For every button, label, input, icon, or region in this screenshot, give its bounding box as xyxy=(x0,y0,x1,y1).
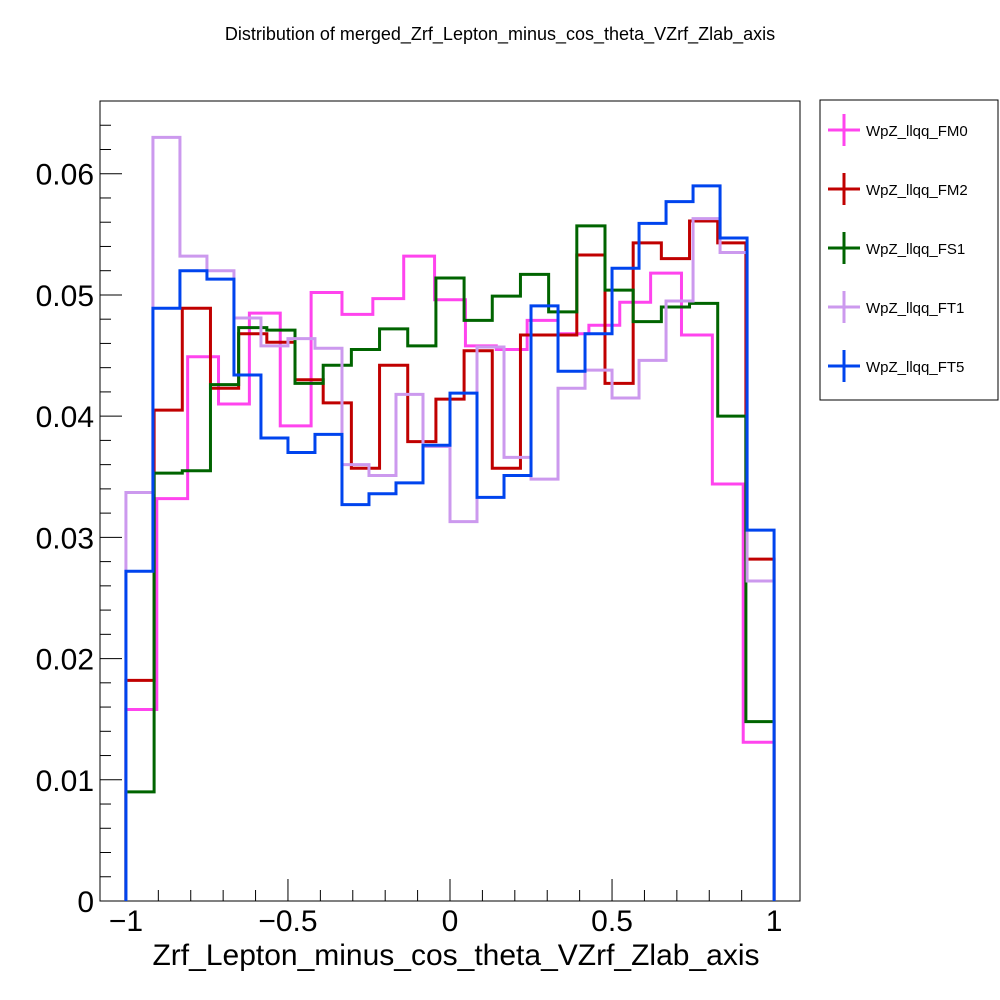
x-axis-label: Zrf_Lepton_minus_cos_theta_VZrf_Zlab_axi… xyxy=(152,939,759,972)
series-line xyxy=(124,254,776,901)
x-tick-label: −0.5 xyxy=(258,905,317,938)
legend-label: WpZ_llqq_FM0 xyxy=(866,123,968,140)
legend-frame xyxy=(819,99,999,401)
x-tick-label: 0.5 xyxy=(591,905,633,938)
x-tick-label: −1 xyxy=(109,905,143,938)
x-tick-label: 1 xyxy=(766,905,783,938)
series-lines xyxy=(124,135,776,901)
y-tick-label: 0.03 xyxy=(36,522,94,555)
y-tick-label: 0.06 xyxy=(36,159,94,192)
legend-label: WpZ_llqq_FT5 xyxy=(866,359,964,376)
axes: 0 0.01 0.02 0.03 0.04 0.05 0.06 −1 −0.5 0 0.5 1 xyxy=(36,100,783,938)
y-tick-label: 0.02 xyxy=(36,644,94,677)
series-line xyxy=(124,135,776,901)
y-tick-label: 0 xyxy=(77,886,94,919)
legend: WpZ_llqq_FM0 WpZ_llqq_FM2 WpZ_llqq_FS1 WpZ_… xyxy=(819,99,999,401)
series-line xyxy=(124,184,776,901)
series-line xyxy=(124,224,776,901)
legend-label: WpZ_llqq_FM2 xyxy=(866,182,968,199)
y-tick-label: 0.04 xyxy=(36,401,94,434)
y-tick-label: 0.05 xyxy=(36,280,94,313)
x-tick-label: 0 xyxy=(442,905,459,938)
legend-label: WpZ_llqq_FT1 xyxy=(866,300,964,317)
legend-label: WpZ_llqq_FS1 xyxy=(866,241,965,258)
y-tick-label: 0.01 xyxy=(36,765,94,798)
series-line xyxy=(124,219,776,901)
chart-title: Distribution of merged_Zrf_Lepton_minus_… xyxy=(225,24,775,45)
